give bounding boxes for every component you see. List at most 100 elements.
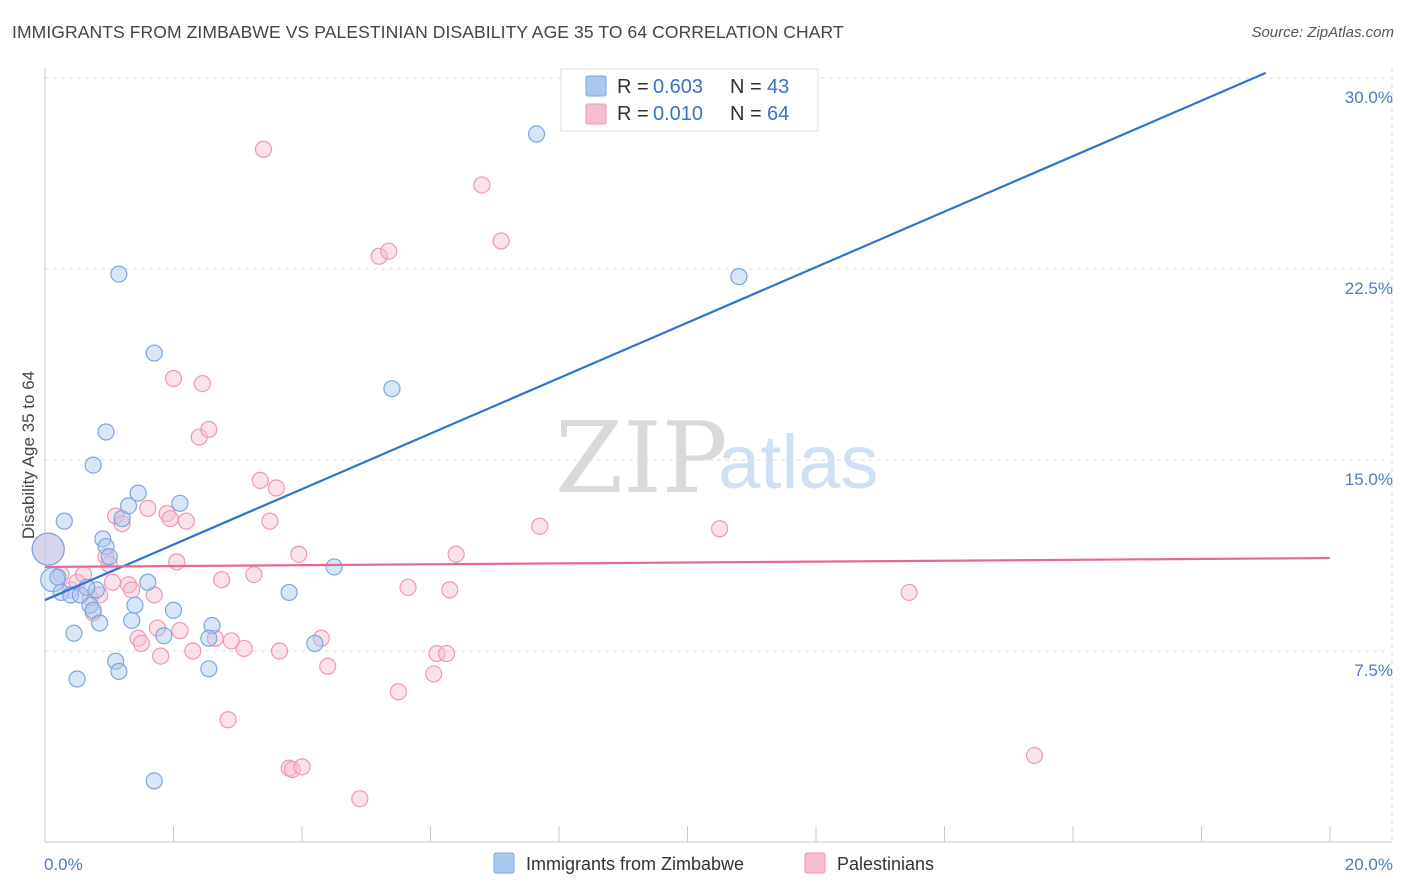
source-credit: Source: ZipAtlas.com xyxy=(1251,24,1394,41)
palestinians-point-57 xyxy=(447,545,465,563)
palestinians-point-37 xyxy=(251,471,269,489)
zimbabwe-point-16 xyxy=(84,456,102,474)
gridlines xyxy=(45,68,1393,842)
zimbabwe-point-2 xyxy=(49,568,67,586)
legend-swatch-zimbabwe xyxy=(585,75,607,97)
zimbabwe-point-13 xyxy=(97,537,115,556)
zimbabwe-point-20 xyxy=(110,662,128,680)
palestinians-point-12 xyxy=(113,515,131,533)
palestinians-point-60 xyxy=(531,517,549,535)
palestinians-point-25 xyxy=(171,622,189,640)
zimbabwe-point-27 xyxy=(139,573,157,591)
bottom-legend-swatch-palestinians xyxy=(804,852,826,874)
palestinians-point-39 xyxy=(261,512,279,530)
zimbabwe-point-30 xyxy=(155,627,173,645)
legend-r-value-palestinians: 0.010 xyxy=(653,103,703,125)
y-tick-label-2: 22.5% xyxy=(1345,279,1393,298)
zimbabwe-point-21 xyxy=(110,265,128,283)
legend-n-value-zimbabwe: 43 xyxy=(767,76,789,98)
y-axis-title: Disability Age 35 to 64 xyxy=(19,371,38,539)
x-tick-label-max: 20.0% xyxy=(1345,855,1393,874)
zimbabwe-point-41 xyxy=(730,268,748,286)
zimbabwe-trend-line xyxy=(44,71,1267,602)
palestinians-point-26 xyxy=(177,512,195,530)
zimbabwe-point-36 xyxy=(306,634,324,652)
palestinians-point-44 xyxy=(290,545,308,563)
palestinians-point-27 xyxy=(184,642,202,660)
zimbabwe-point-25 xyxy=(126,596,144,614)
x-tick-labels: 0.0% 20.0% xyxy=(44,855,1393,874)
palestinians-point-14 xyxy=(123,581,141,599)
palestinians-point-22 xyxy=(161,509,179,528)
y-tick-labels: 7.5% 15.0% 22.5% 30.0% xyxy=(1345,88,1393,680)
axes xyxy=(44,68,1392,843)
palestinians-point-53 xyxy=(425,665,443,683)
palestinians-point-23 xyxy=(164,369,183,388)
palestinians-points xyxy=(31,140,1044,808)
palestinians-point-59 xyxy=(492,232,510,250)
trend-lines xyxy=(44,71,1331,602)
zimbabwe-point-29 xyxy=(145,344,163,362)
palestinians-point-63 xyxy=(1025,746,1044,765)
zimbabwe-point-23 xyxy=(119,497,138,515)
palestinians-point-48 xyxy=(351,790,369,808)
legend-r-label-zimbabwe: R = xyxy=(617,76,649,98)
bottom-legend-label-palestinians: Palestinians xyxy=(837,854,934,874)
palestinians-point-54 xyxy=(428,644,446,663)
zimbabwe-point-6 xyxy=(65,624,83,642)
zimbabwe-point-34 xyxy=(203,616,221,635)
zimbabwe-point-39 xyxy=(527,125,546,143)
zimbabwe-point-17 xyxy=(97,423,115,441)
palestinians-point-52 xyxy=(399,578,417,596)
legend-swatch-palestinians xyxy=(585,103,607,125)
zimbabwe-point-26 xyxy=(129,484,147,502)
palestinians-point-29 xyxy=(193,375,212,393)
zimbabwe-point-24 xyxy=(123,611,141,630)
palestinians-point-24 xyxy=(168,553,186,571)
zimbabwe-point-28 xyxy=(145,772,163,790)
bottom-legend-label-zimbabwe: Immigrants from Zimbabwe xyxy=(526,854,744,874)
y-tick-label-0: 7.5% xyxy=(1354,661,1393,680)
legend-r-value-zimbabwe: 0.603 xyxy=(653,76,703,98)
palestinians-point-40 xyxy=(267,479,285,497)
palestinians-point-62 xyxy=(900,583,918,602)
watermark-zip: ZIP xyxy=(555,402,728,516)
legend-n-value-palestinians: 64 xyxy=(767,103,789,125)
zimbabwe-point-38 xyxy=(383,380,401,398)
palestinians-point-32 xyxy=(213,571,231,589)
zimbabwe-point-10 xyxy=(91,614,109,632)
zimbabwe-point-11 xyxy=(87,581,106,599)
palestinians-point-10 xyxy=(103,573,122,591)
zimbabwe-point-31 xyxy=(164,601,183,619)
palestinians-point-45 xyxy=(293,758,311,776)
y-tick-label-3: 30.0% xyxy=(1345,88,1393,107)
zimbabwe-point-33 xyxy=(200,660,218,678)
series-legend: Immigrants from Zimbabwe Palestinians xyxy=(493,852,934,874)
zimbabwe-point-35 xyxy=(280,583,298,602)
palestinians-point-51 xyxy=(389,683,407,701)
palestinians-point-47 xyxy=(319,657,337,675)
zimbabwe-point-42 xyxy=(200,629,218,647)
zimbabwe-point-32 xyxy=(171,494,189,512)
correlation-legend: R = 0.603 N = 43 R = 0.010 N = 64 xyxy=(560,68,819,132)
palestinians-point-16 xyxy=(132,634,150,652)
palestinians-point-61 xyxy=(711,520,729,538)
y-tick-label-1: 15.0% xyxy=(1345,470,1393,489)
palestinians-point-36 xyxy=(245,565,263,584)
palestinians-point-49 xyxy=(370,247,388,265)
legend-r-label-palestinians: R = xyxy=(617,103,649,125)
legend-n-label-palestinians: N = xyxy=(730,103,762,125)
palestinians-point-17 xyxy=(139,499,157,517)
zimbabwe-point-18 xyxy=(100,548,118,566)
palestinians-point-34 xyxy=(222,632,240,650)
palestinians-point-35 xyxy=(235,639,253,658)
palestinians-trend-line xyxy=(44,556,1331,569)
palestinians-point-41 xyxy=(270,642,289,660)
bottom-legend-swatch-zimbabwe xyxy=(493,852,515,874)
palestinians-point-20 xyxy=(152,647,170,665)
legend-n-label-zimbabwe: N = xyxy=(730,76,762,98)
zimbabwe-point-37 xyxy=(325,558,343,576)
palestinians-point-56 xyxy=(441,581,459,599)
chart-title: IMMIGRANTS FROM ZIMBABWE VS PALESTINIAN … xyxy=(12,22,844,42)
palestinians-point-30 xyxy=(200,420,218,439)
